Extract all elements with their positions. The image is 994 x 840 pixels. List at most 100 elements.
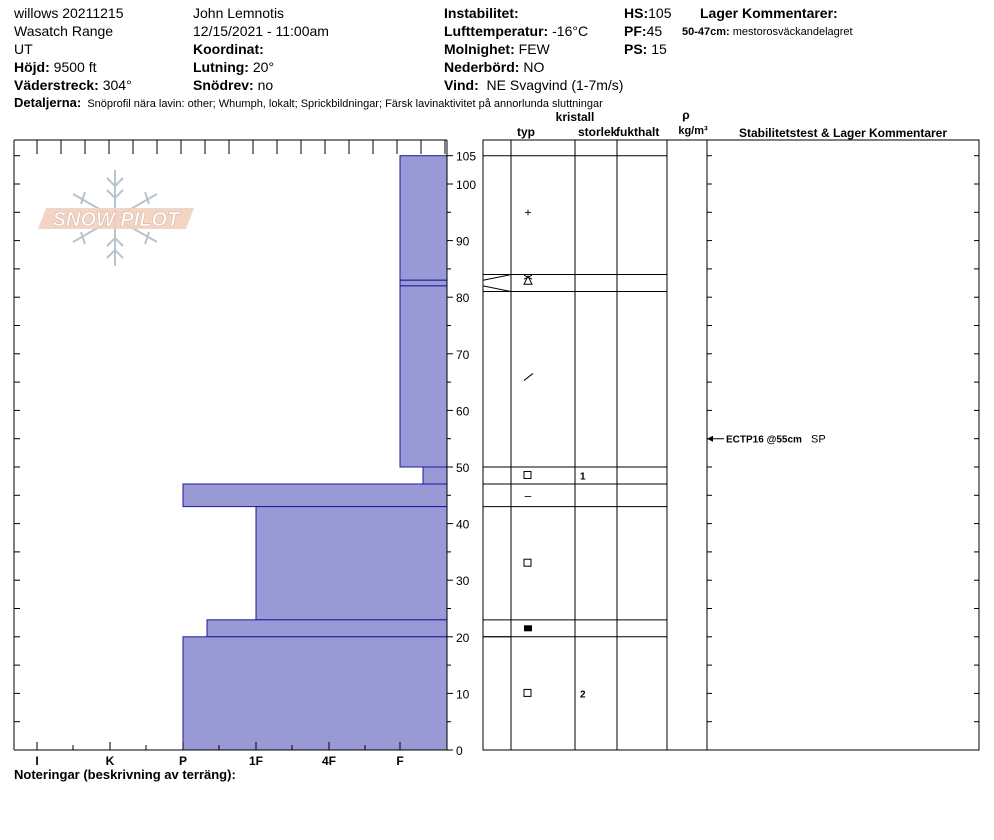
slope-value: 20° <box>252 59 275 75</box>
col-density-unit: kg/m³ <box>678 125 708 137</box>
col-size: storlek <box>578 125 618 139</box>
ps: PS: 15 <box>624 40 667 58</box>
hardness-layer-bar <box>255 506 448 621</box>
height-axis: 0 10 20 30 40 50 60 70 80 90 100 105 <box>447 150 476 758</box>
grain-symbol-facet <box>523 688 532 697</box>
slope: Lutning: 20° <box>193 58 274 76</box>
aspect: Väderstreck: 304° <box>14 76 132 94</box>
col-moisture: fukthalt <box>616 125 659 139</box>
y-tick-label: 50 <box>456 461 470 475</box>
grain-symbol-surface-hoar <box>523 274 533 285</box>
hardness-layer-bar <box>399 285 448 468</box>
layer-table: +1 – 2 ECTP16 @55cm SP <box>482 139 980 751</box>
notes-label: Noteringar (beskrivning av terräng): <box>14 767 236 782</box>
hs-value: 105 <box>648 5 672 21</box>
snowdrift: Snödrev: no <box>193 76 273 94</box>
details-text: Snöprofil nära lavin: other; Whumph, lok… <box>87 98 603 110</box>
hardness-layer-bar <box>422 466 448 485</box>
hardness-frame <box>13 139 448 751</box>
hardness-layers <box>182 155 448 751</box>
layer-connector <box>482 285 512 293</box>
hardness-layer-bar <box>206 619 448 638</box>
layer-connector <box>482 274 512 281</box>
col-crystal: kristall <box>556 110 595 124</box>
aspect-label: Väderstreck: <box>14 77 99 93</box>
ps-value: 15 <box>651 41 667 57</box>
range-name: Wasatch Range <box>14 23 114 39</box>
grain-size-label: 1 <box>580 471 586 482</box>
snow-profile-chart: SNOW PILOT 0 10 20 30 40 50 60 70 80 90 100 105 I K P… <box>13 108 980 768</box>
y-tick-label: 40 <box>456 518 470 532</box>
grain-symbol-depth-hoar <box>524 625 532 632</box>
stability-test-suffix: SP <box>811 434 826 446</box>
layer-comment: 50-47cm: mestorosväckandelagret <box>682 23 853 41</box>
precip-label: Nederbörd: <box>444 59 520 75</box>
elevation-value: 9500 ft <box>53 59 97 75</box>
y-tick-label: 90 <box>456 235 470 249</box>
table-frame <box>482 139 980 751</box>
sky-cover: Molnighet: FEW <box>444 40 550 58</box>
instability-label: Instabilitet: <box>444 5 519 21</box>
observation-datetime: 12/15/2021 - 11:00am <box>193 23 329 39</box>
x-tick-label: 4F <box>322 754 336 768</box>
col-rho: ρ <box>682 108 689 122</box>
x-tick-label: P <box>179 754 187 768</box>
hardness-axis: I K P 1F 4F F <box>35 742 404 768</box>
slope-label: Lutning: <box>193 59 249 75</box>
snowdrift-value: no <box>257 77 274 93</box>
hardness-layer-bar <box>399 279 448 287</box>
air-temperature: Lufttemperatur: -16°C <box>444 22 588 40</box>
hardness-layer-bar <box>182 636 448 751</box>
grain-symbol-facet <box>523 470 532 479</box>
y-tick-label: 70 <box>456 348 470 362</box>
hs-label: HS: <box>624 5 649 21</box>
grain-symbol: – <box>525 488 532 502</box>
precip-value: NO <box>523 59 545 75</box>
state-name: UT <box>14 41 33 57</box>
y-tick-label: 0 <box>456 744 463 758</box>
y-tick-label: 105 <box>456 150 476 164</box>
col-stability: Stabilitetstest & Lager Kommentarer <box>739 126 947 140</box>
grain-symbol-facet <box>523 558 532 567</box>
coordinate: Koordinat: <box>193 40 264 58</box>
grain-symbol-decomposed <box>523 373 534 381</box>
wind: Vind: NE Svagvind (1-7m/s) <box>444 76 623 94</box>
layer-comments-heading: Lager Kommentarer: <box>700 5 838 21</box>
pf: PF:45 <box>624 22 662 40</box>
hardness-layer-bar <box>182 483 448 508</box>
pf-value: 45 <box>646 23 663 39</box>
details-line: Detaljerna: Snöprofil nära lavin: other;… <box>14 95 603 110</box>
stability-test-arrow <box>707 435 713 442</box>
aspect-value: 304° <box>102 77 132 93</box>
wind-label: Vind: <box>444 77 479 93</box>
y-tick-label: 10 <box>456 687 470 701</box>
grain-symbol: + <box>524 205 531 219</box>
hardness-layer-bar <box>399 155 448 281</box>
layer-comment-text: mestorosväckandelagret <box>732 26 853 38</box>
observer-name: John Lemnotis <box>193 5 285 21</box>
x-tick-label: 1F <box>249 754 263 768</box>
site-name: willows 20211215 <box>14 5 124 21</box>
pf-label: PF: <box>624 23 647 39</box>
x-tick-label: K <box>106 754 115 768</box>
ps-label: PS: <box>624 41 648 57</box>
elevation-label: Höjd: <box>14 59 50 75</box>
details-label: Detaljerna: <box>14 95 82 110</box>
snow-pilot-logo: SNOW PILOT <box>38 208 194 231</box>
y-tick-label: 60 <box>456 404 470 418</box>
coordinate-label: Koordinat: <box>193 41 264 57</box>
x-tick-label: F <box>396 754 403 768</box>
col-type: typ <box>517 125 535 139</box>
stability-test-label: ECTP16 @55cm <box>726 435 802 446</box>
y-tick-label: 30 <box>456 574 470 588</box>
logo-text: SNOW PILOT <box>53 209 181 231</box>
y-tick-label: 80 <box>456 291 470 305</box>
sky-label: Molnighet: <box>444 41 515 57</box>
precipitation: Nederbörd: NO <box>444 58 544 76</box>
sky-value: FEW <box>518 41 550 57</box>
y-tick-label: 20 <box>456 631 470 645</box>
airtemp-label: Lufttemperatur: <box>444 23 549 39</box>
snowdrift-label: Snödrev: <box>193 77 254 93</box>
elevation: Höjd: 9500 ft <box>14 58 96 76</box>
y-tick-label: 100 <box>456 178 476 192</box>
